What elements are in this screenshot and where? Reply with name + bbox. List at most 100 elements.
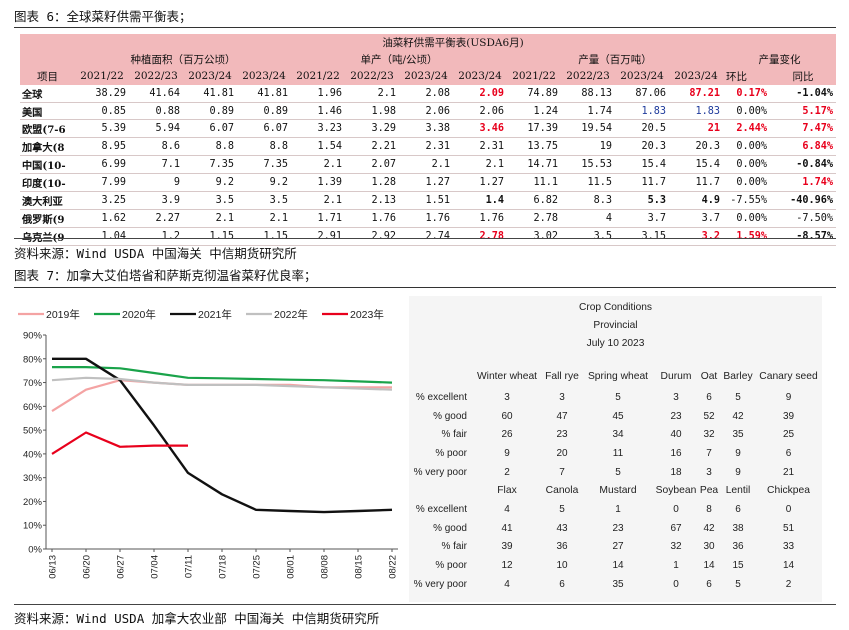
source-rule [14, 238, 836, 239]
table-cell: 17.39 [507, 119, 561, 139]
condition-value: 36 [556, 541, 568, 553]
table-cell: 0.00% [723, 155, 771, 175]
table-cell: 41.64 [129, 84, 183, 103]
crop-row: % excellent 3 3 5 3 6 5 9 [409, 388, 822, 407]
table-cell: 88.13 [561, 84, 616, 103]
table-cell: 74.89 [507, 84, 561, 103]
table-cell: 15.4 [669, 155, 724, 175]
table-cell: 11.5 [561, 173, 616, 193]
table-row: 加拿大(8 8.95 8.6 8.8 8.8 1.54 2.21 2.31 2.31 13.75 1… [20, 137, 837, 157]
y-tick-label: 10% [23, 521, 43, 532]
crop-name: Canary seed [759, 370, 818, 382]
table-cell: 21 [669, 119, 724, 139]
condition-value: 6 [706, 578, 712, 590]
table-cell: 0.00% [723, 137, 771, 157]
table-cell: 5.17% [770, 102, 837, 121]
table-cell: 1.2 [129, 227, 183, 246]
condition-value: 47 [556, 410, 568, 422]
condition-value: 8 [706, 503, 712, 515]
table-cell: 1.54 [291, 137, 345, 157]
condition-value: 0 [673, 503, 679, 515]
condition-label: % fair [441, 541, 467, 553]
table-cell: -1.04% [770, 84, 837, 103]
table-row: 乌克兰(9 1.04 1.2 1.15 1.15 2.91 2.92 2.74 2.78 3.02… [20, 227, 837, 246]
year-header: 2023/24 [453, 67, 507, 85]
y-tick-label: 80% [23, 354, 43, 365]
table-cell: 0.89 [183, 102, 237, 121]
table-cell: 1.71 [291, 209, 345, 228]
row-label: 澳大利亚 [20, 191, 75, 210]
crop-row: % very poor 4 6 35 0 6 5 2 [409, 575, 822, 594]
condition-value: 45 [612, 410, 624, 422]
condition-value: 42 [703, 522, 715, 534]
table-cell: 8.3 [561, 191, 616, 210]
table-cell: 5.39 [75, 119, 129, 139]
crop-name: Barley [723, 370, 753, 382]
table-cell: 0.85 [75, 102, 129, 121]
table-cell: 2.1 [399, 155, 453, 175]
condition-value: 26 [501, 429, 513, 441]
condition-value: 35 [732, 429, 744, 441]
group-header-production: 产量（百万吨） [507, 50, 724, 68]
table-cell: 8.8 [183, 137, 237, 157]
table-cell: 41.81 [237, 84, 291, 103]
table-cell: 8.95 [75, 137, 129, 157]
year-header: 2023/24 [669, 67, 724, 85]
crop-name: Chickpea [767, 485, 810, 497]
condition-value: 32 [670, 541, 682, 553]
condition-value: 1 [673, 560, 679, 572]
y-tick-label: 50% [23, 426, 43, 437]
crop-name: Fall rye [545, 370, 579, 382]
x-tick-label: 07/11 [184, 555, 195, 578]
condition-value: 6 [559, 578, 565, 590]
table-cell: 1.76 [399, 209, 453, 228]
condition-value: 3 [706, 466, 712, 478]
table-cell: 14.71 [507, 155, 561, 175]
condition-value: 5 [735, 391, 741, 403]
condition-value: 41 [501, 522, 513, 534]
x-tick-label: 08/01 [286, 555, 297, 579]
condition-value: 2 [504, 466, 510, 478]
year-header: 2023/24 [399, 67, 453, 85]
table-cell: 2.1 [453, 155, 507, 175]
table-cell: 3.7 [669, 209, 724, 228]
condition-value: 60 [501, 410, 513, 422]
x-tick-label: 06/13 [48, 555, 59, 579]
condition-value: 21 [782, 466, 795, 478]
table-cell: 1.83 [615, 102, 670, 121]
year-header: 2021/22 [507, 67, 561, 85]
table-cell: 0.89 [237, 102, 291, 121]
y-tick-label: 60% [23, 402, 43, 413]
crop-row: % excellent 4 5 1 0 8 6 0 [409, 500, 822, 519]
y-tick-label: 40% [23, 449, 43, 460]
yoy-header: 同比 [770, 67, 837, 85]
table-title: 油菜籽供需平衡表(USDA6月) [291, 34, 616, 51]
table-cell: 41.81 [183, 84, 237, 103]
table-cell: 3.5 [561, 227, 616, 246]
table-cell: 3.2 [669, 227, 724, 246]
x-tick-label: 07/25 [252, 555, 263, 579]
series-line [52, 357, 393, 514]
condition-label: % excellent [415, 503, 467, 515]
table-cell: 2.13 [345, 191, 399, 210]
row-label: 印度(10- [20, 173, 75, 193]
condition-value: 16 [670, 447, 682, 459]
legend-label: 2023年 [350, 308, 384, 321]
condition-value: 9 [504, 447, 510, 459]
condition-value: 23 [612, 522, 624, 534]
x-tick-label: 06/20 [82, 555, 93, 579]
table-row: 中国(10- 6.99 7.1 7.35 7.35 2.1 2.07 2.1 2.1 14.71 1… [20, 155, 837, 175]
table-cell: 2.07 [345, 155, 399, 175]
crop-name: Durum [660, 370, 692, 382]
source-rule-2 [14, 604, 836, 605]
table-cell: 0.00% [723, 209, 771, 228]
condition-value: 39 [501, 541, 513, 553]
table-cell: 38.29 [75, 84, 129, 103]
figure-caption-chart: 图表 7：加拿大艾伯塔省和萨斯克彻温省菜籽优良率； [14, 268, 317, 283]
condition-value: 43 [556, 522, 568, 534]
table-cell: -8.57% [770, 227, 837, 246]
group-header-yield: 单产（吨/公顷） [291, 50, 507, 68]
crop-name: Oat [700, 370, 718, 382]
condition-value: 34 [612, 429, 624, 441]
condition-value: 14 [782, 560, 795, 572]
